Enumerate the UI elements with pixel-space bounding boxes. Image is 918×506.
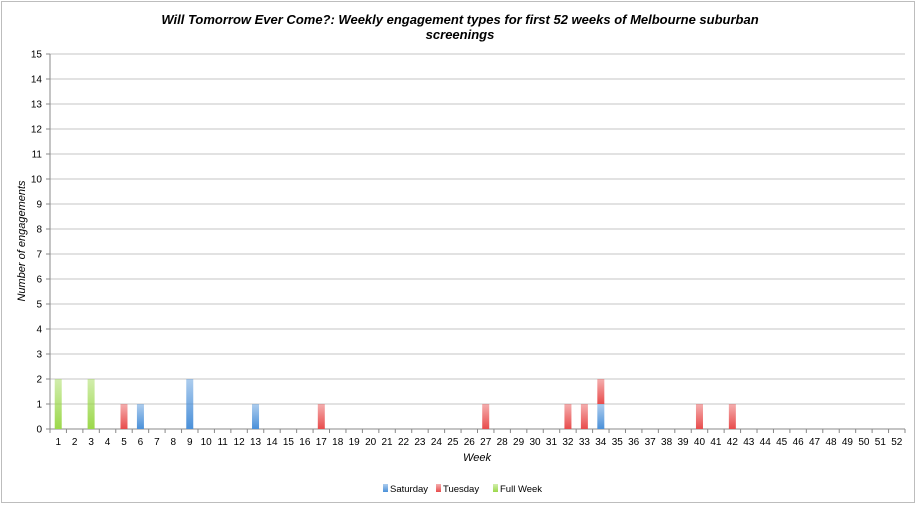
bar-saturday [186, 379, 194, 429]
x-tick-label: 20 [365, 437, 377, 448]
x-tick-label: 31 [546, 437, 558, 448]
bar-tuesday [564, 404, 572, 429]
x-tick-label: 1 [55, 437, 61, 448]
y-tick-label: 3 [36, 350, 42, 361]
x-tick-label: 22 [398, 437, 410, 448]
chart-title-line2: screenings [426, 27, 495, 42]
bar-full-week [87, 379, 95, 429]
x-tick-label: 6 [138, 437, 144, 448]
x-tick-label: 48 [825, 437, 837, 448]
x-tick-label: 24 [431, 437, 443, 448]
x-axis-label: Week [463, 452, 491, 464]
x-tick-label: 11 [217, 437, 228, 448]
x-tick-label: 39 [677, 437, 689, 448]
x-tick-label: 35 [612, 437, 624, 448]
x-tick-label: 9 [187, 437, 193, 448]
y-tick-label: 10 [31, 175, 43, 186]
x-tick-label: 38 [661, 437, 673, 448]
x-tick-label: 8 [171, 437, 177, 448]
y-tick-label: 7 [36, 250, 42, 261]
chart-title: Will Tomorrow Ever Come?: Weekly engagem… [161, 12, 758, 27]
x-tick-label: 40 [694, 437, 706, 448]
legend-swatch [436, 484, 441, 492]
y-tick-label: 12 [31, 125, 43, 136]
x-tick-label: 41 [710, 437, 722, 448]
x-tick-label: 25 [447, 437, 459, 448]
bar-tuesday [597, 379, 605, 404]
y-tick-label: 1 [36, 400, 42, 411]
bar-full-week [54, 379, 62, 429]
x-tick-label: 17 [316, 437, 328, 448]
legend-swatch [493, 484, 498, 492]
x-tick-label: 45 [776, 437, 788, 448]
x-tick-label: 42 [727, 437, 739, 448]
x-tick-label: 13 [250, 437, 262, 448]
x-tick-label: 50 [858, 437, 870, 448]
x-tick-label: 29 [513, 437, 525, 448]
y-tick-label: 13 [31, 100, 43, 111]
x-tick-label: 32 [562, 437, 574, 448]
x-tick-label: 51 [875, 437, 887, 448]
x-tick-label: 19 [349, 437, 361, 448]
y-tick-label: 9 [36, 200, 42, 211]
bar-tuesday [580, 404, 588, 429]
x-tick-label: 49 [842, 437, 854, 448]
x-tick-label: 52 [891, 437, 903, 448]
x-tick-label: 43 [743, 437, 755, 448]
legend-swatch [383, 484, 388, 492]
x-tick-label: 2 [72, 437, 78, 448]
x-tick-label: 28 [497, 437, 509, 448]
x-tick-label: 12 [234, 437, 246, 448]
y-tick-label: 5 [36, 300, 42, 311]
x-tick-label: 47 [809, 437, 821, 448]
y-tick-label: 6 [36, 275, 42, 286]
x-tick-label: 46 [793, 437, 805, 448]
x-tick-label: 18 [332, 437, 344, 448]
x-tick-label: 10 [201, 437, 213, 448]
x-tick-label: 16 [299, 437, 311, 448]
bar-saturday [252, 404, 260, 429]
x-tick-label: 33 [579, 437, 591, 448]
x-tick-label: 14 [266, 437, 278, 448]
bar-tuesday [120, 404, 128, 429]
x-tick-label: 37 [645, 437, 657, 448]
legend-label: Saturday [390, 484, 428, 495]
y-tick-label: 14 [31, 75, 43, 86]
y-axis-label: Number of engagements [16, 180, 28, 302]
y-tick-label: 8 [36, 225, 42, 236]
y-tick-label: 11 [32, 150, 43, 161]
x-tick-label: 4 [105, 437, 111, 448]
x-tick-label: 21 [382, 437, 394, 448]
legend-label: Full Week [500, 484, 542, 495]
bar-tuesday [317, 404, 325, 429]
x-tick-label: 5 [121, 437, 127, 448]
y-tick-label: 15 [31, 50, 43, 61]
x-tick-label: 7 [154, 437, 160, 448]
bar-tuesday [482, 404, 490, 429]
bar-tuesday [728, 404, 736, 429]
bar-saturday [597, 404, 605, 429]
x-tick-label: 27 [480, 437, 492, 448]
x-tick-label: 3 [88, 437, 94, 448]
y-tick-label: 2 [36, 375, 42, 386]
y-tick-label: 4 [36, 325, 42, 336]
y-tick-label: 0 [36, 425, 42, 436]
x-tick-label: 30 [529, 437, 541, 448]
legend-label: Tuesday [443, 484, 479, 495]
x-tick-label: 44 [760, 437, 772, 448]
x-tick-label: 15 [283, 437, 295, 448]
x-tick-label: 36 [628, 437, 640, 448]
bar-saturday [136, 404, 144, 429]
bar-tuesday [695, 404, 703, 429]
x-tick-label: 26 [464, 437, 476, 448]
x-tick-label: 34 [595, 437, 607, 448]
x-tick-label: 23 [414, 437, 426, 448]
